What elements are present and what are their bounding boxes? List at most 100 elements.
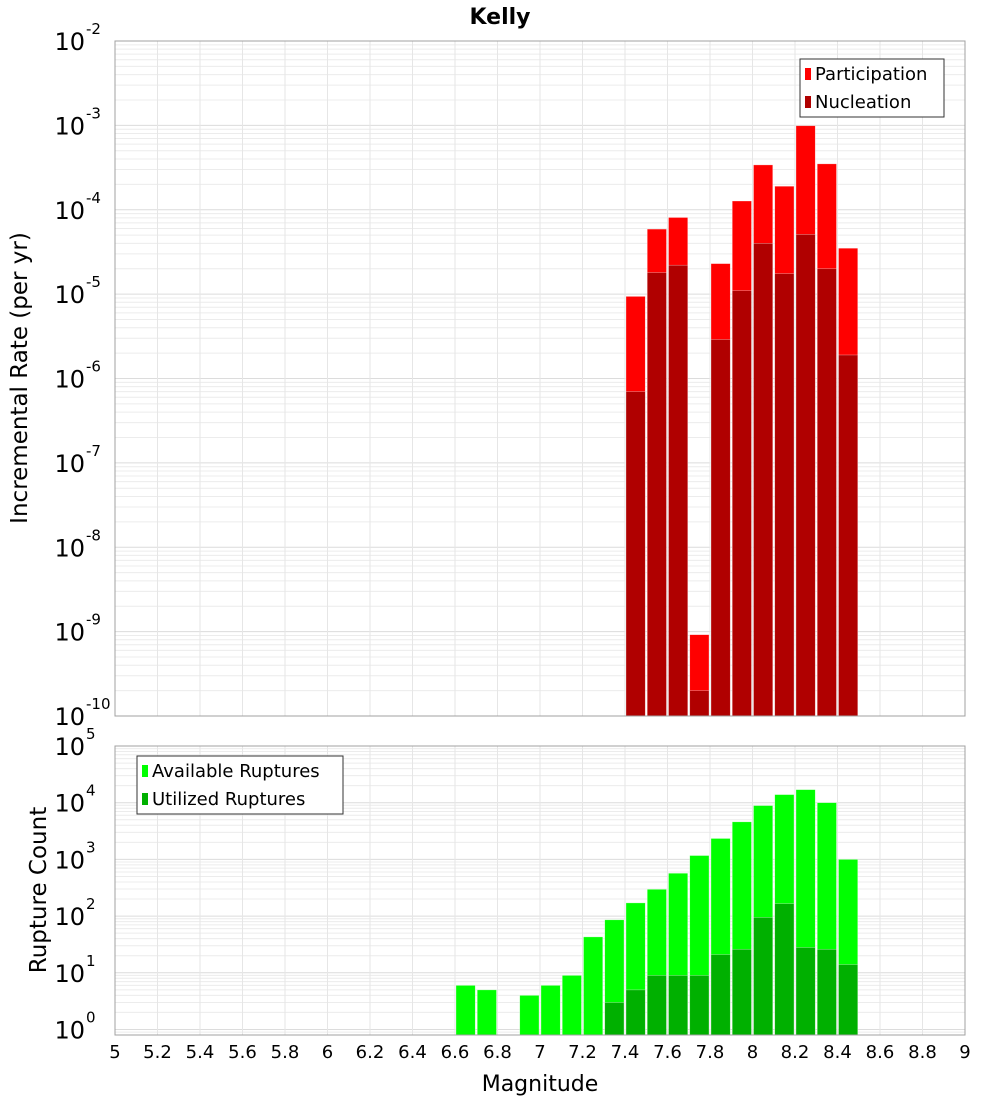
- legend-swatch: [142, 765, 148, 777]
- rate-bar-nucleation: [838, 354, 859, 717]
- y-tick-label: 10: [54, 534, 85, 562]
- y-tick-label: 10: [54, 903, 85, 931]
- count-bar-utilized-ruptures: [731, 948, 752, 1036]
- y-tick-label: 10: [54, 1017, 85, 1045]
- x-tick-label: 9: [959, 1042, 970, 1063]
- x-tick-label: 6.8: [483, 1042, 512, 1063]
- bottom-y-axis-label: Rupture Count: [26, 807, 52, 973]
- y-tick-exponent: -4: [86, 189, 101, 207]
- x-tick-label: 5: [109, 1042, 120, 1063]
- y-tick-exponent: 5: [86, 725, 96, 743]
- x-tick-label: 6.6: [441, 1042, 470, 1063]
- legend-label: Available Ruptures: [152, 761, 320, 782]
- x-tick-label: 5.6: [228, 1042, 257, 1063]
- x-tick-label: 7: [534, 1042, 545, 1063]
- y-tick-label: 10: [54, 28, 85, 56]
- rate-bar-nucleation: [668, 264, 689, 717]
- rate-bar-nucleation: [731, 290, 752, 717]
- count-bar-utilized-ruptures: [774, 903, 795, 1036]
- count-bar-utilized-ruptures: [646, 975, 667, 1036]
- y-tick-exponent: -6: [86, 358, 101, 376]
- y-tick-label: 10: [54, 846, 85, 874]
- chart-title: Kelly: [469, 5, 530, 30]
- x-tick-label: 5.8: [271, 1042, 300, 1063]
- y-tick-exponent: 2: [86, 895, 96, 913]
- x-tick-label: 8: [747, 1042, 758, 1063]
- y-tick-exponent: -2: [86, 20, 101, 38]
- y-tick-label: 10: [54, 790, 85, 818]
- x-tick-label: 6.2: [356, 1042, 385, 1063]
- y-tick-exponent: -7: [86, 442, 101, 460]
- count-bar-utilized-ruptures: [710, 954, 731, 1036]
- x-tick-label: 5.2: [143, 1042, 172, 1063]
- count-bar-utilized-ruptures: [625, 989, 646, 1036]
- y-tick-exponent: -3: [86, 104, 101, 122]
- x-tick-label: 8.2: [781, 1042, 810, 1063]
- legend-label: Participation: [815, 64, 927, 85]
- x-tick-label: 7.8: [696, 1042, 725, 1063]
- count-bar-available-ruptures: [519, 995, 540, 1036]
- count-bar-utilized-ruptures: [689, 975, 710, 1036]
- rate-bar-nucleation: [625, 391, 646, 717]
- y-tick-exponent: 4: [86, 782, 96, 800]
- x-tick-label: 5.4: [186, 1042, 215, 1063]
- rate-bar-nucleation: [646, 272, 667, 717]
- y-tick-label: 10: [54, 281, 85, 309]
- y-tick-label: 10: [54, 619, 85, 647]
- y-tick-exponent: -10: [86, 695, 111, 713]
- y-tick-label: 10: [54, 733, 85, 761]
- count-bar-available-ruptures: [455, 985, 476, 1036]
- count-bar-utilized-ruptures: [668, 975, 689, 1036]
- top-y-axis-label: Incremental Rate (per yr): [7, 232, 33, 524]
- x-tick-label: 8.4: [823, 1042, 852, 1063]
- count-bar-utilized-ruptures: [753, 917, 774, 1036]
- count-bar-utilized-ruptures: [604, 1002, 625, 1036]
- count-bar-available-ruptures: [540, 985, 561, 1036]
- y-tick-exponent: 0: [86, 1009, 96, 1027]
- plot-border: [114, 40, 966, 717]
- y-tick-label: 10: [54, 450, 85, 478]
- y-tick-label: 10: [54, 366, 85, 394]
- legend: Available Ruptures Utilized Ruptures: [136, 755, 344, 815]
- rate-bar-nucleation: [710, 339, 731, 717]
- count-bar-available-ruptures: [583, 936, 604, 1036]
- y-tick-exponent: 1: [86, 952, 96, 970]
- rate-bar-nucleation: [774, 273, 795, 717]
- rate-bar-nucleation: [816, 268, 837, 717]
- legend-swatch: [142, 793, 148, 805]
- legend-label: Nucleation: [815, 92, 911, 113]
- y-tick-label: 10: [54, 703, 85, 731]
- x-tick-label: 6: [322, 1042, 333, 1063]
- y-tick-exponent: -8: [86, 526, 101, 544]
- legend-label: Utilized Ruptures: [152, 789, 305, 810]
- y-tick-exponent: 3: [86, 838, 96, 856]
- count-bar-utilized-ruptures: [816, 948, 837, 1036]
- plot-border: [114, 745, 966, 1036]
- x-tick-label: 7.4: [611, 1042, 640, 1063]
- x-axis-label: Magnitude: [482, 1072, 599, 1097]
- y-tick-exponent: -9: [86, 611, 101, 629]
- count-bar-utilized-ruptures: [795, 947, 816, 1036]
- legend-swatch: [805, 68, 811, 80]
- y-tick-label: 10: [54, 960, 85, 988]
- x-tick-label: 8.6: [866, 1042, 895, 1063]
- legend-swatch: [805, 96, 811, 108]
- count-bar-available-ruptures: [476, 989, 497, 1036]
- y-tick-label: 10: [54, 112, 85, 140]
- x-tick-label: 7.2: [568, 1042, 597, 1063]
- count-bar-utilized-ruptures: [838, 964, 859, 1036]
- count-bar-available-ruptures: [561, 975, 582, 1036]
- x-tick-label: 7.6: [653, 1042, 682, 1063]
- rate-bar-nucleation: [753, 243, 774, 717]
- y-tick-label: 10: [54, 197, 85, 225]
- x-tick-label: 8.8: [908, 1042, 937, 1063]
- y-tick-exponent: -5: [86, 273, 101, 291]
- x-tick-label: 6.4: [398, 1042, 427, 1063]
- legend-box: [136, 755, 344, 815]
- rate-bar-nucleation: [795, 234, 816, 717]
- legend-box: [799, 58, 945, 118]
- rate-bar-nucleation: [689, 690, 710, 717]
